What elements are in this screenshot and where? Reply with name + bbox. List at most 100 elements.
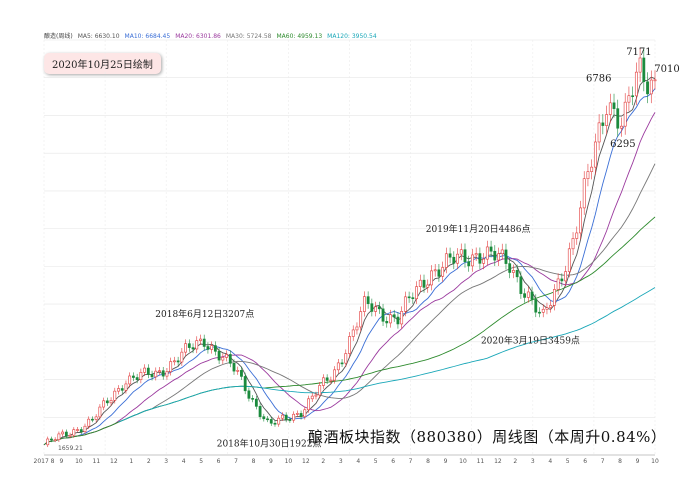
- candle-down: [91, 418, 94, 421]
- candle-up: [57, 433, 61, 440]
- candle-down: [407, 296, 411, 299]
- candle-down: [508, 263, 512, 273]
- candle-up: [634, 71, 638, 97]
- candle-down: [217, 351, 221, 361]
- candle-down: [251, 398, 255, 400]
- candle-down: [601, 122, 605, 126]
- candle-down: [489, 246, 493, 252]
- candle-up: [348, 336, 351, 354]
- x-tick-label: 9: [636, 458, 640, 465]
- candle-up: [76, 429, 79, 431]
- x-tick-label: 1: [129, 458, 133, 465]
- candle-up: [552, 289, 556, 306]
- candle-down: [254, 398, 258, 407]
- candle-down: [538, 311, 541, 314]
- candle-up: [72, 429, 76, 436]
- candle-down: [392, 314, 396, 318]
- candle-up: [418, 279, 422, 287]
- candle-down: [325, 377, 329, 381]
- ma-line-ma60: [43, 216, 656, 446]
- x-tick-label: 5: [199, 458, 203, 465]
- candle-down: [467, 261, 471, 267]
- candle-up: [456, 253, 459, 264]
- candle-down: [262, 416, 266, 420]
- candle-up: [582, 178, 586, 209]
- candle-down: [411, 297, 415, 300]
- candle-up: [623, 101, 627, 127]
- candle-up: [124, 383, 128, 391]
- x-tick-label: 4: [182, 458, 186, 465]
- candle-up: [545, 307, 549, 310]
- candle-up: [500, 249, 504, 255]
- candle-down: [132, 375, 135, 378]
- candle-up: [433, 269, 437, 272]
- x-tick-label: 8: [252, 458, 256, 465]
- candle-down: [120, 388, 124, 391]
- candle-up: [374, 306, 377, 312]
- candle-down: [269, 419, 273, 424]
- candle-down: [560, 278, 564, 282]
- candle-up: [441, 267, 445, 277]
- candle-down: [135, 377, 139, 380]
- candle-up: [359, 311, 363, 328]
- annotation-label: 2018年10月30日1922点: [217, 437, 322, 449]
- candle-up: [158, 370, 161, 372]
- candle-down: [366, 296, 370, 304]
- candle-up: [303, 409, 307, 418]
- candle-up: [128, 375, 132, 385]
- candle-down: [515, 270, 519, 278]
- x-tick-label: 11: [93, 458, 101, 465]
- x-tick-label: 7: [409, 458, 413, 465]
- candle-up: [295, 413, 299, 415]
- candle-down: [616, 108, 620, 129]
- x-tick-label: 6: [583, 458, 587, 465]
- candle-up: [333, 369, 337, 381]
- x-tick-label: 3: [164, 458, 168, 465]
- candle-up: [571, 238, 575, 250]
- candle-up: [403, 296, 407, 312]
- candle-up: [318, 385, 322, 396]
- candle-up: [180, 351, 184, 363]
- x-tick-label: 4: [356, 458, 360, 465]
- candle-down: [340, 362, 344, 365]
- peak-label: 7010: [654, 64, 679, 75]
- candle-up: [322, 377, 325, 386]
- candle-up: [605, 114, 608, 126]
- candle-down: [385, 320, 389, 324]
- candle-up: [459, 249, 463, 255]
- candle-down: [64, 431, 68, 437]
- candle-up: [567, 248, 571, 272]
- x-tick-label: 12: [302, 458, 310, 465]
- x-tick-label: 10: [459, 458, 467, 465]
- candle-down: [478, 253, 482, 264]
- x-tick-label: 6: [391, 458, 395, 465]
- candle-up: [389, 314, 392, 324]
- candle-down: [146, 367, 150, 375]
- candle-down: [519, 276, 523, 294]
- candle-down: [299, 413, 303, 418]
- candle-down: [79, 429, 83, 433]
- x-tick-label: 9: [269, 458, 273, 465]
- candle-up: [199, 338, 202, 341]
- candle-up: [94, 416, 98, 420]
- candle-up: [277, 417, 281, 425]
- candle-down: [396, 316, 400, 325]
- candle-down: [288, 419, 292, 421]
- candle-up: [68, 434, 72, 437]
- candle-up: [593, 141, 597, 168]
- candle-up: [608, 102, 612, 115]
- candle-up: [329, 379, 333, 382]
- candle-down: [105, 400, 109, 404]
- candle-up: [98, 406, 102, 418]
- candle-down: [437, 269, 441, 277]
- candle-up: [485, 246, 489, 260]
- candle-up: [351, 329, 355, 337]
- candle-down: [612, 102, 616, 109]
- x-tick-label: 11: [477, 458, 485, 465]
- chart-caption: 酿酒板块指数（880380）周线图（本周升0.84%）: [308, 428, 667, 446]
- candle-up: [83, 425, 87, 433]
- annotation-label: 2019年11月20日4486点: [426, 223, 531, 235]
- candle-down: [266, 418, 269, 421]
- candle-up: [362, 296, 366, 312]
